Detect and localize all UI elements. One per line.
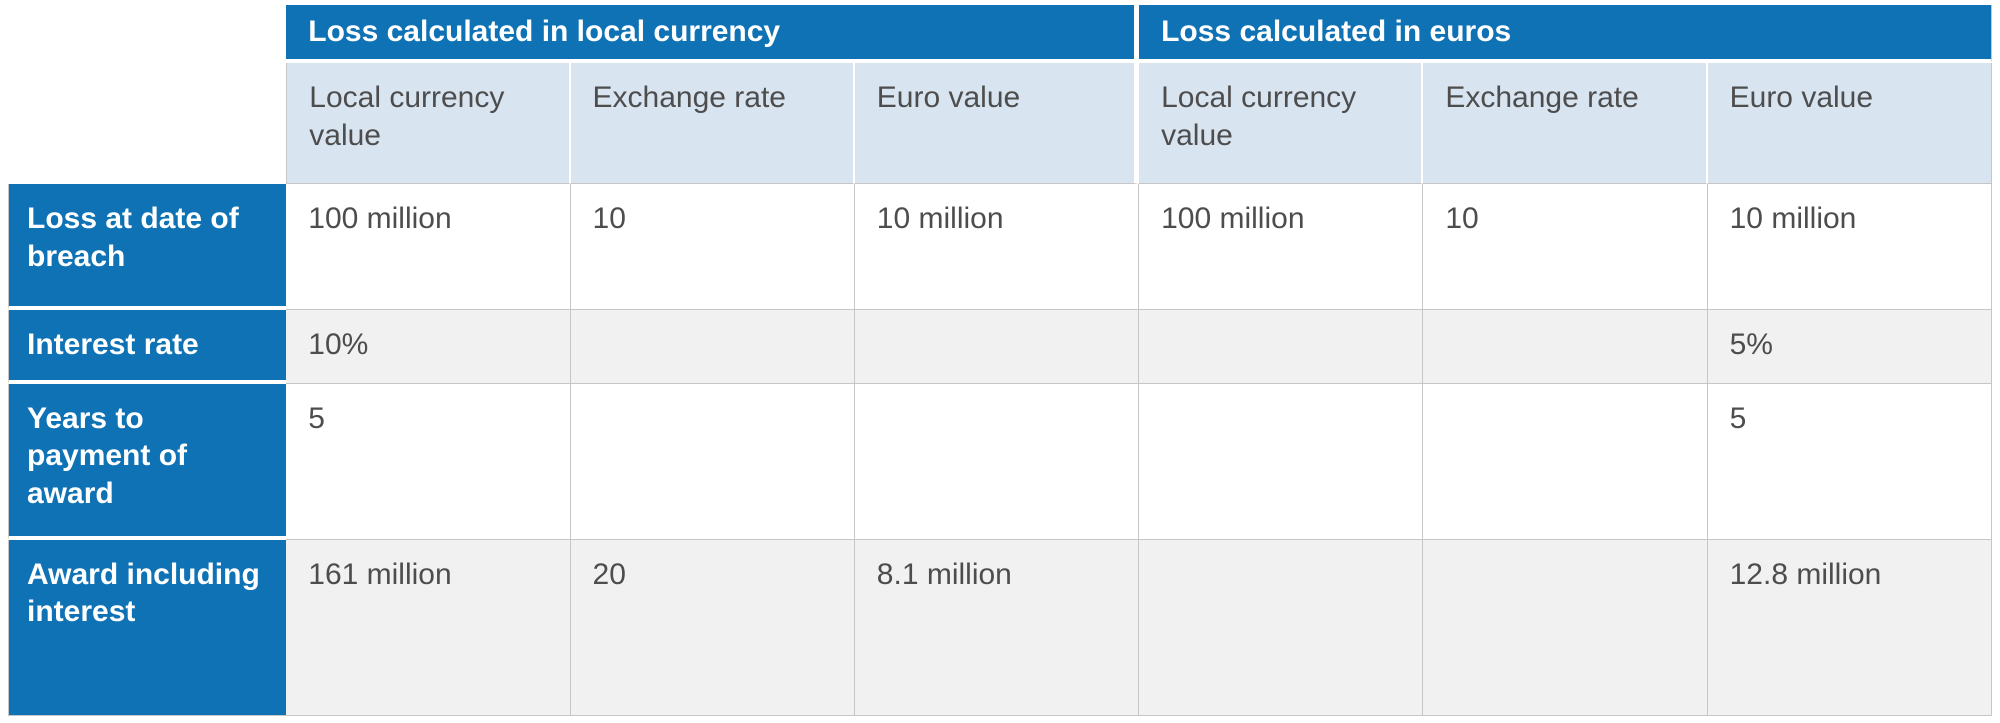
table-cell: 10 million bbox=[1707, 184, 1992, 310]
row-header-years-to-payment-of-award: Years to payment of award bbox=[8, 383, 287, 540]
table-cell: 5% bbox=[1707, 310, 1992, 384]
table-cell: 8.1 million bbox=[854, 539, 1140, 716]
group-header-local-currency: Loss calculated in local currency bbox=[286, 5, 1140, 63]
table-cell: 10% bbox=[286, 310, 571, 384]
group-header-row: Loss calculated in local currency Loss c… bbox=[8, 5, 1992, 63]
table-cell: 10 million bbox=[854, 184, 1140, 310]
group-header-euros: Loss calculated in euros bbox=[1139, 5, 1992, 63]
column-header-euro-value-1: Euro value bbox=[854, 63, 1140, 184]
table-cell: 5 bbox=[1707, 383, 1992, 540]
table-cell: 5 bbox=[286, 383, 571, 540]
table-cell bbox=[854, 383, 1140, 540]
table-row: Award including interest 161 million 20 … bbox=[8, 539, 1992, 716]
loss-calculation-table: Loss calculated in local currency Loss c… bbox=[8, 5, 1992, 716]
corner-spacer bbox=[8, 63, 287, 184]
table-cell bbox=[1423, 310, 1708, 384]
table-row: Loss at date of breach 100 million 10 10… bbox=[8, 184, 1992, 310]
column-header-euro-value-2: Euro value bbox=[1707, 63, 1992, 184]
table-cell: 10 bbox=[1423, 184, 1708, 310]
table-cell bbox=[1139, 383, 1424, 540]
table-cell bbox=[570, 383, 855, 540]
table-cell bbox=[1423, 539, 1708, 716]
column-header-exchange-rate-2: Exchange rate bbox=[1423, 63, 1708, 184]
table-cell: 161 million bbox=[286, 539, 571, 716]
table-row: Interest rate 10% 5% bbox=[8, 310, 1992, 384]
column-header-row: Local currency value Exchange rate Euro … bbox=[8, 63, 1992, 184]
column-header-local-currency-value-1: Local currency value bbox=[286, 63, 571, 184]
table-cell bbox=[1423, 383, 1708, 540]
table-cell: 100 million bbox=[286, 184, 571, 310]
table-cell bbox=[854, 310, 1140, 384]
table-row: Years to payment of award 5 5 bbox=[8, 383, 1992, 540]
row-header-interest-rate: Interest rate bbox=[8, 310, 287, 384]
row-header-loss-at-date-of-breach: Loss at date of breach bbox=[8, 184, 287, 310]
table-cell bbox=[570, 310, 855, 384]
table-cell bbox=[1139, 310, 1424, 384]
table-cell: 12.8 million bbox=[1707, 539, 1992, 716]
table-cell bbox=[1139, 539, 1424, 716]
corner-spacer bbox=[8, 5, 287, 63]
column-header-exchange-rate-1: Exchange rate bbox=[570, 63, 855, 184]
table-cell: 20 bbox=[570, 539, 855, 716]
table-cell: 100 million bbox=[1139, 184, 1424, 310]
column-header-local-currency-value-2: Local currency value bbox=[1139, 63, 1424, 184]
table-cell: 10 bbox=[570, 184, 855, 310]
row-header-award-including-interest: Award including interest bbox=[8, 539, 287, 716]
